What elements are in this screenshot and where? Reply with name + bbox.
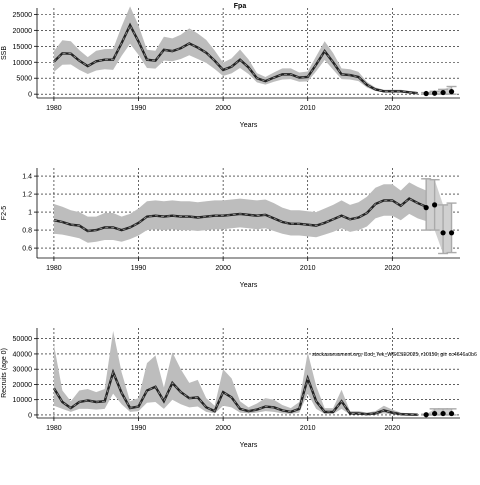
- forecast-point: [423, 205, 429, 211]
- forecast-point: [448, 410, 455, 417]
- x-tick-label: 2010: [300, 425, 316, 432]
- x-tick-label: 2000: [215, 105, 231, 112]
- x-tick-label: 1980: [46, 265, 62, 272]
- y-tick-label: 20000: [13, 382, 33, 389]
- x-axis-title: Years: [240, 282, 258, 289]
- y-tick-label: 5000: [16, 76, 32, 83]
- y-tick-label: 30000: [13, 367, 33, 374]
- x-tick-label: 1990: [131, 425, 147, 432]
- forecast-point: [432, 202, 438, 208]
- y-tick-label: 10000: [13, 397, 33, 404]
- x-axis-title: Years: [240, 442, 258, 449]
- series-line-dash: [53, 198, 427, 232]
- forecast-point: [432, 90, 438, 96]
- x-tick-label: 1990: [131, 265, 147, 272]
- y-axis-title: Recruits (age 0): [1, 348, 8, 398]
- forecast-point: [432, 410, 438, 417]
- x-tick-label: 1980: [46, 105, 62, 112]
- y-tick-label: 40000: [13, 351, 33, 358]
- y-tick-label: 10000: [13, 60, 33, 67]
- series-line-dash: [53, 371, 418, 416]
- y-tick-label: 1: [28, 210, 32, 217]
- y-tick-label: 1.4: [22, 174, 32, 181]
- forecast-point: [423, 412, 429, 418]
- chart-annotation: stockassessment.org, Cod_7ek_WGCSE2025, …: [312, 352, 477, 358]
- x-tick-label: 1980: [46, 425, 62, 432]
- y-tick-label: 0: [28, 412, 32, 419]
- y-axis-title: SSB: [1, 46, 8, 60]
- y-tick-label: 25000: [13, 12, 33, 19]
- confidence-band: [53, 182, 427, 243]
- x-tick-label: 2020: [385, 105, 401, 112]
- x-tick-label: 2000: [215, 425, 231, 432]
- chart-panel-3: 1980 1990 2000 2010 2020 0 10000 20000 30000 4000…: [1, 328, 477, 449]
- forecast-point: [423, 90, 429, 97]
- x-tick-label: 2020: [385, 265, 401, 272]
- forecast-band: [426, 178, 452, 254]
- chart-panel-2: 1980 1990 2000 2010 2020 0.6 0.8 1 1.2 1.4 Years F2…: [1, 168, 460, 289]
- forecast-point: [440, 410, 446, 417]
- y-tick-label: 0.8: [22, 228, 32, 235]
- x-tick-label: 2010: [300, 265, 316, 272]
- y-tick-label: 1.2: [22, 192, 32, 199]
- x-tick-label: 2020: [385, 425, 401, 432]
- forecast-point: [440, 89, 446, 96]
- y-tick-label: 20000: [13, 28, 33, 35]
- x-tick-label: 1990: [131, 105, 147, 112]
- y-axis-title: F2-5: [1, 206, 8, 221]
- figure-title: Fpa: [234, 3, 247, 10]
- x-axis-title: Years: [240, 122, 258, 129]
- series-line-dash: [53, 24, 418, 94]
- chart-panel-1: 1980 1990 2000 2010 2020 0 5000 10000 15000 20000…: [1, 6, 460, 129]
- y-tick-label: 0.6: [22, 246, 32, 253]
- forecast-point: [448, 230, 455, 236]
- y-tick-label: 15000: [13, 44, 33, 51]
- y-tick-label: 50000: [13, 336, 33, 343]
- y-tick-label: 0: [28, 92, 32, 99]
- x-tick-label: 2000: [215, 265, 231, 272]
- x-tick-label: 2010: [300, 105, 316, 112]
- forecast-point: [448, 89, 455, 95]
- forecast-point: [440, 230, 446, 236]
